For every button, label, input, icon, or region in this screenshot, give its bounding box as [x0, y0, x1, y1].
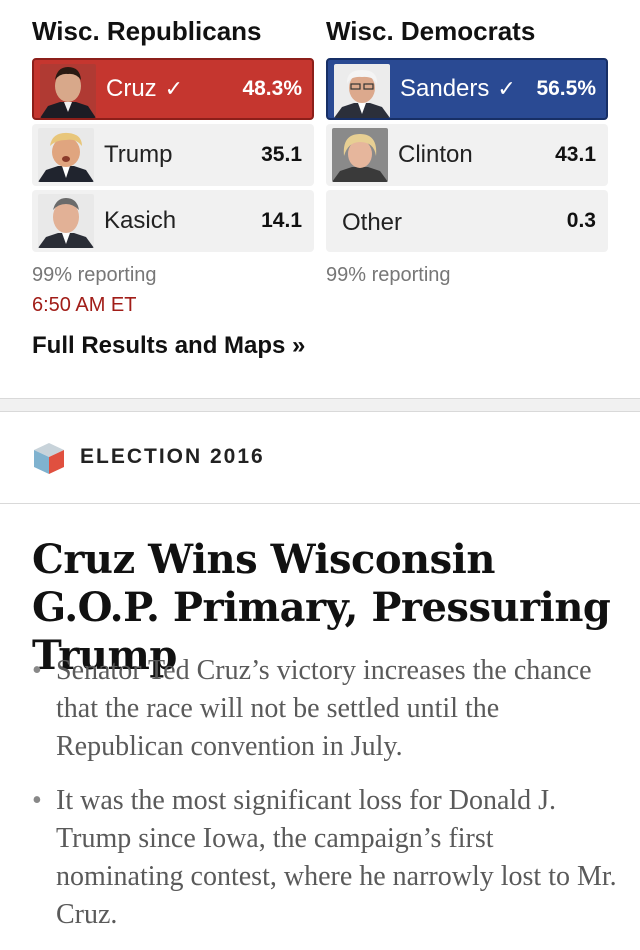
candidate-name: Kasich	[104, 207, 177, 234]
summary-bullet: • It was the most significant loss for Do…	[32, 782, 622, 934]
section-header[interactable]: ELECTION 2016	[0, 411, 640, 504]
reporting-status: 99% reporting	[32, 264, 157, 286]
candidate-row-clinton[interactable]: Clinton 43.1	[326, 124, 608, 186]
summary-text: Senator Ted Cruz’s victory increases the…	[56, 655, 592, 762]
section-label: ELECTION 2016	[80, 445, 265, 468]
results-timestamp: 6:50 AM ET	[32, 294, 137, 316]
candidate-photo-cruz	[40, 64, 96, 118]
candidate-photo-clinton	[332, 128, 388, 182]
candidate-row-kasich[interactable]: Kasich 14.1	[32, 190, 314, 252]
candidate-value: 48.3%	[242, 77, 302, 100]
bullet-dot-icon: •	[32, 785, 42, 816]
article-headline[interactable]: Cruz Wins Wisconsin G.O.P. Primary, Pres…	[32, 536, 611, 679]
candidate-value: 14.1	[261, 209, 302, 232]
candidate-value: 56.5%	[536, 77, 596, 100]
candidate-photo-trump	[38, 128, 94, 182]
full-results-link[interactable]: Full Results and Maps »	[32, 332, 306, 359]
summary-bullet: • Senator Ted Cruz’s victory increases th…	[32, 652, 622, 766]
summary-text: It was the most significant loss for Don…	[56, 785, 617, 930]
candidate-photo-sanders	[334, 64, 390, 118]
candidate-value: 35.1	[261, 143, 302, 166]
candidate-name: Other	[342, 209, 403, 236]
candidate-value: 43.1	[555, 143, 596, 166]
candidate-name: Sanders ✓	[400, 75, 516, 102]
candidate-value: 0.3	[566, 209, 596, 232]
section-divider	[0, 398, 640, 412]
reporting-status: 99% reporting	[326, 264, 451, 286]
republican-title: Wisc. Republicans	[32, 16, 262, 46]
democrat-title: Wisc. Democrats	[326, 16, 536, 46]
election-cube-icon	[34, 443, 64, 474]
candidate-name: Trump	[104, 141, 173, 168]
candidate-name: Cruz ✓	[106, 75, 184, 102]
bullet-dot-icon: •	[32, 655, 42, 686]
results-module[interactable]: Wisc. Republicans Cruz ✓ 48.3%	[0, 0, 640, 398]
checkmark-icon: ✓	[497, 76, 516, 101]
candidate-row-other[interactable]: Other 0.3	[326, 190, 608, 252]
candidate-row-sanders[interactable]: Sanders ✓ 56.5%	[326, 58, 608, 120]
candidate-row-trump[interactable]: Trump 35.1	[32, 124, 314, 186]
candidate-photo-kasich	[38, 194, 94, 248]
article-summary-list: • Senator Ted Cruz’s victory increases th…	[32, 652, 622, 950]
candidate-row-cruz[interactable]: Cruz ✓ 48.3%	[32, 58, 314, 120]
checkmark-icon: ✓	[164, 76, 184, 101]
candidate-name: Clinton	[398, 141, 473, 168]
